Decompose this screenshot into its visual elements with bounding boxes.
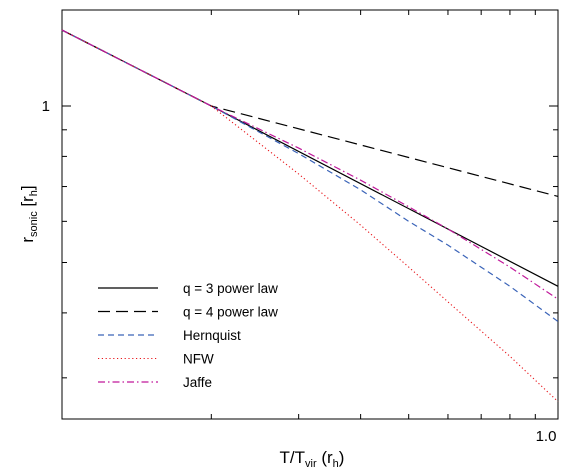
tick-labels: 1.01	[42, 98, 557, 445]
y-axis-title-tail-end: ]	[18, 185, 37, 190]
x-axis-title-sub: vir	[305, 458, 317, 469]
series-line-jaffe	[61, 29, 559, 300]
y-axis-title-tail: [r	[18, 196, 37, 211]
plot-frame	[61, 9, 559, 420]
x-axis-title: T/Tvir (rh)	[280, 448, 345, 469]
series-group	[61, 29, 559, 403]
y-axis-title: rsonic [rh]	[18, 185, 40, 242]
x-axis-title-tail-sub: h	[333, 458, 339, 469]
y-axis-title-tail-sub: h	[28, 190, 40, 196]
x-axis-title-tail-end: )	[339, 448, 345, 467]
legend: q = 3 power law q = 4 power law Hernquist N…	[98, 281, 278, 390]
legend-label-jaffe: Jaffe	[183, 375, 212, 390]
legend-label-q-3-power-law: q = 3 power law	[183, 281, 278, 296]
x-tick-label-0: 1.0	[536, 428, 557, 445]
y-axis-title-sub: sonic	[28, 211, 40, 237]
series-line-q-4-power-law	[61, 29, 559, 198]
y-axis-title-main: r	[18, 237, 37, 243]
legend-label-hernquist: Hernquist	[183, 328, 241, 343]
x-axis-title-main: T/T	[280, 448, 306, 467]
y-tick-label-0: 1	[42, 98, 50, 115]
legend-label-nfw: NFW	[183, 352, 214, 367]
series-line-hernquist	[61, 29, 559, 323]
ticks	[62, 10, 558, 419]
legend-label-q-4-power-law: q = 4 power law	[183, 305, 278, 320]
series-line-nfw	[61, 29, 559, 403]
x-axis-title-tail: (r	[317, 448, 333, 467]
